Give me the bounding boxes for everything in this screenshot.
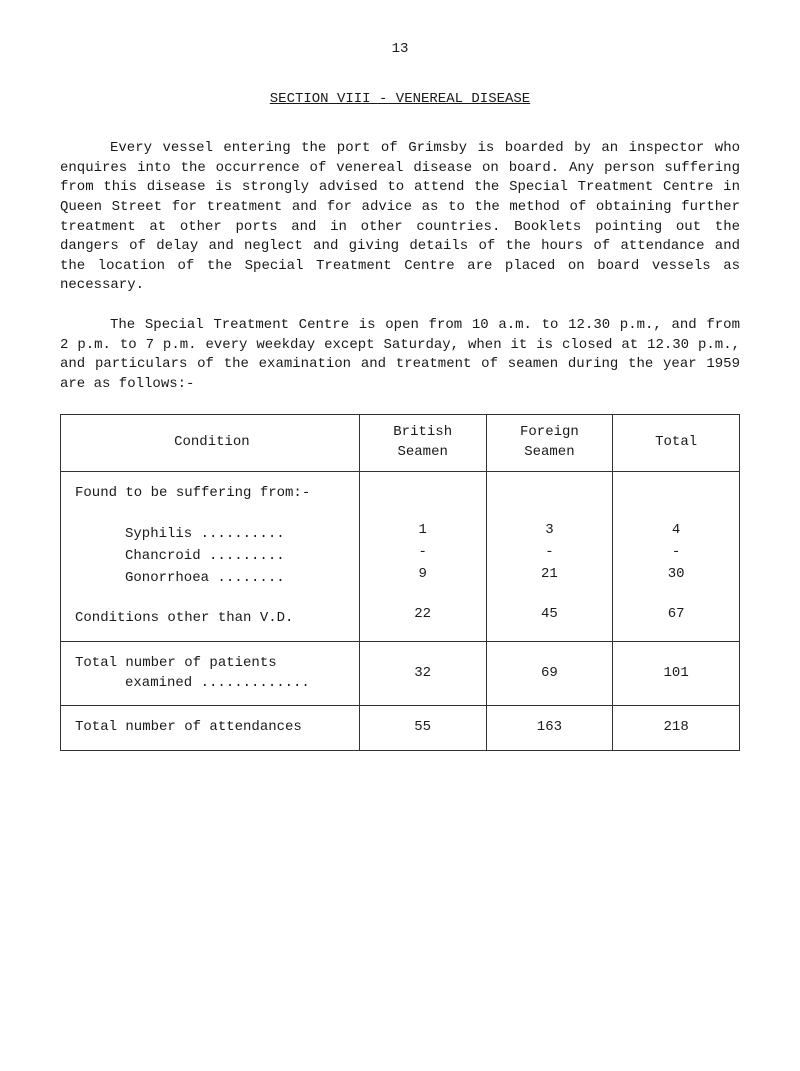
found-british-cell: 1 - 9 22 (359, 471, 486, 642)
examined-foreign: 69 (486, 642, 613, 706)
examined-total: 101 (613, 642, 740, 706)
table-block-attendances: Total number of attendances 55 163 218 (61, 706, 740, 751)
other-foreign: 45 (541, 606, 558, 622)
section-title: SECTION VIII - VENEREAL DISEASE (60, 90, 740, 110)
gonorrhoea-foreign: 21 (541, 566, 558, 582)
header-british: British Seamen (359, 415, 486, 471)
gonorrhoea-total: 30 (668, 566, 685, 582)
syphilis-total: 4 (672, 522, 680, 538)
paragraph-2: The Special Treatment Centre is open fro… (60, 316, 740, 394)
row-chancroid-label: Chancroid ......... (75, 545, 349, 567)
data-table: Condition British Seamen Foreign Seamen … (60, 414, 740, 751)
row-gonorrhoea-label: Gonorrhoea ........ (75, 567, 349, 589)
paragraph-1: Every vessel entering the port of Grimsb… (60, 139, 740, 296)
table-block-examined: Total number of patients examined ......… (61, 642, 740, 706)
header-foreign: Foreign Seamen (486, 415, 613, 471)
table-block-found: Found to be suffering from:- Syphilis ..… (61, 471, 740, 642)
chancroid-foreign: - (545, 544, 553, 560)
page-number: 13 (60, 40, 740, 60)
chancroid-british: - (418, 544, 426, 560)
row-syphilis-label: Syphilis .......... (75, 523, 349, 545)
found-foreign-cell: 3 - 21 45 (486, 471, 613, 642)
found-block-cell: Found to be suffering from:- Syphilis ..… (61, 471, 360, 642)
header-total: Total (613, 415, 740, 471)
examined-british: 32 (359, 642, 486, 706)
syphilis-foreign: 3 (545, 522, 553, 538)
examined-line2: examined ............. (75, 674, 349, 694)
attendances-british: 55 (359, 706, 486, 751)
gonorrhoea-british: 9 (418, 566, 426, 582)
attendances-label: Total number of attendances (61, 706, 360, 751)
examined-line1: Total number of patients (75, 655, 277, 671)
other-british: 22 (414, 606, 431, 622)
table-header-row: Condition British Seamen Foreign Seamen … (61, 415, 740, 471)
row-other-label: Conditions other than V.D. (75, 610, 293, 626)
chancroid-total: - (672, 544, 680, 560)
header-condition: Condition (61, 415, 360, 471)
found-total-cell: 4 - 30 67 (613, 471, 740, 642)
other-total: 67 (668, 606, 685, 622)
examined-label-cell: Total number of patients examined ......… (61, 642, 360, 706)
attendances-total: 218 (613, 706, 740, 751)
syphilis-british: 1 (418, 522, 426, 538)
found-intro: Found to be suffering from:- (75, 485, 310, 501)
attendances-foreign: 163 (486, 706, 613, 751)
